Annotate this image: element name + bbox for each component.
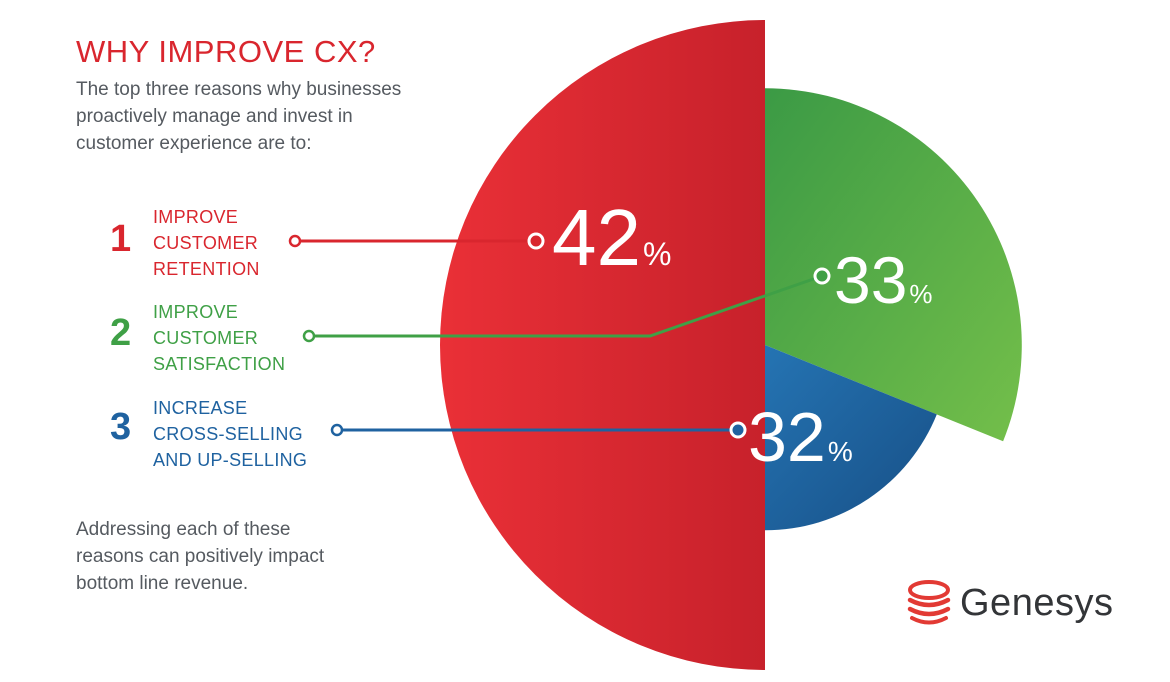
reason-label-line: CROSS-SELLING bbox=[153, 424, 303, 444]
intro-text: The top three reasons why businesses pro… bbox=[76, 76, 456, 157]
footer-line: bottom line revenue. bbox=[76, 573, 249, 594]
reason-label-line: AND UP-SELLING bbox=[153, 450, 308, 470]
connector-end-dot-1 bbox=[527, 232, 545, 250]
reason-number-3: 3 bbox=[110, 406, 132, 448]
pie-slice-2 bbox=[765, 88, 1022, 442]
reason-label-line: CUSTOMER bbox=[153, 233, 259, 253]
reason-label-line: IMPROVE bbox=[153, 207, 239, 227]
pie-slice-3 bbox=[765, 345, 937, 531]
reason-label-line: CUSTOMER bbox=[153, 328, 259, 348]
footer-line: reasons can positively impact bbox=[76, 546, 325, 567]
reason-label-line: RETENTION bbox=[153, 259, 260, 279]
genesys-logo: Genesys bbox=[904, 580, 1114, 630]
connector-start-dot-3 bbox=[330, 423, 344, 437]
intro-line: The top three reasons why businesses bbox=[76, 79, 402, 100]
genesys-stacked-swoosh-icon bbox=[907, 580, 951, 625]
logo-text: Genesys bbox=[960, 582, 1114, 624]
intro-line: customer experience are to: bbox=[76, 133, 312, 154]
reason-label-2: IMPROVE CUSTOMER SATISFACTION bbox=[153, 299, 285, 377]
reason-number-1: 1 bbox=[110, 218, 132, 260]
connector-end-dot-2 bbox=[813, 267, 831, 285]
reason-label-line: SATISFACTION bbox=[153, 354, 286, 374]
pie-slice-1 bbox=[440, 20, 765, 670]
connector-end-dot-3 bbox=[729, 421, 747, 439]
reason-label-1: IMPROVE CUSTOMER RETENTION bbox=[153, 204, 260, 282]
connector-start-dot-2 bbox=[302, 329, 316, 343]
reason-number-2: 2 bbox=[110, 312, 132, 354]
reason-label-3: INCREASE CROSS-SELLING AND UP-SELLING bbox=[153, 395, 307, 473]
page-title: WHY IMPROVE CX? bbox=[76, 34, 376, 69]
connector-line-2 bbox=[309, 274, 823, 338]
footer-text: Addressing each of these reasons can pos… bbox=[76, 516, 396, 597]
reason-label-line: IMPROVE bbox=[153, 302, 239, 322]
footer-line: Addressing each of these bbox=[76, 519, 291, 540]
connector-start-dot-1 bbox=[288, 234, 302, 248]
intro-line: proactively manage and invest in bbox=[76, 106, 353, 127]
reason-label-line: INCREASE bbox=[153, 398, 248, 418]
